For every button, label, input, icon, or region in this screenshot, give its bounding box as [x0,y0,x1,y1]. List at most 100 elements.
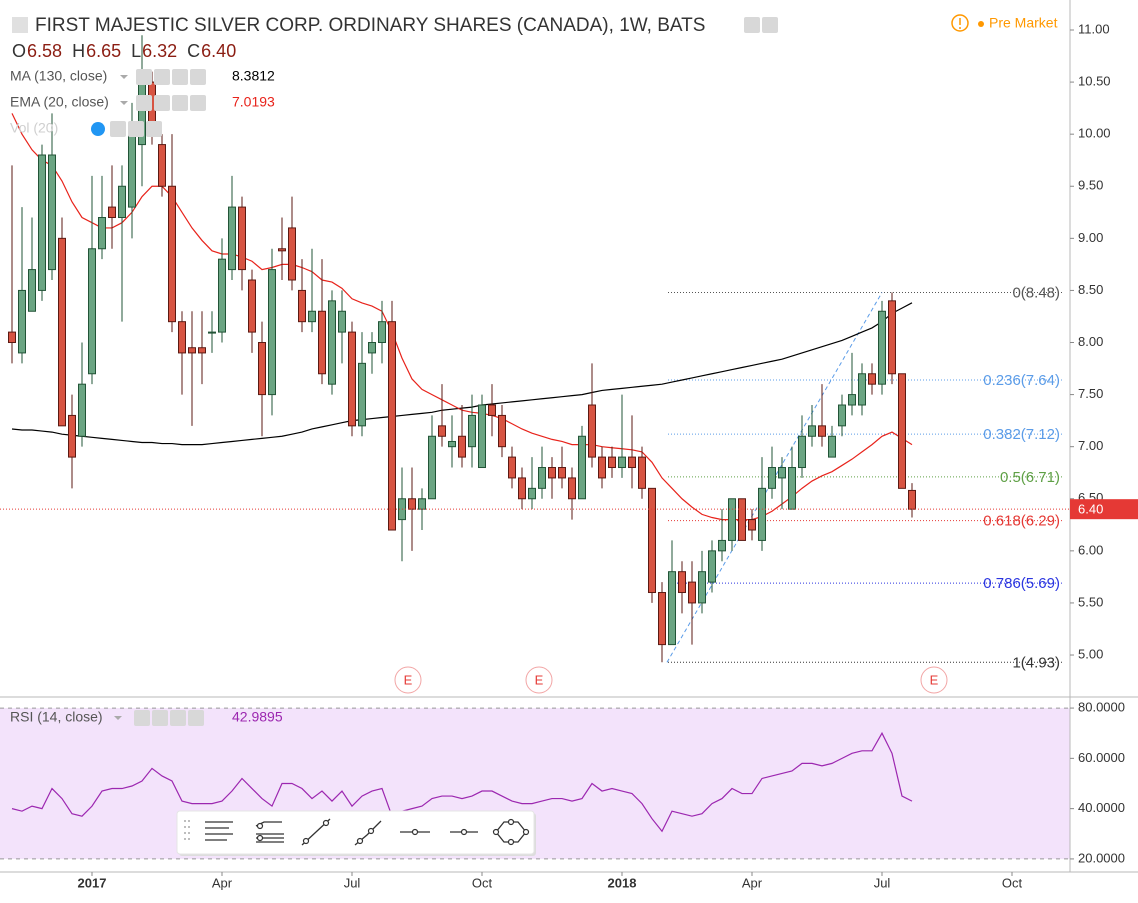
candle-body [578,435,586,500]
candle-body [738,498,746,541]
x-tick-label: Jul [874,875,891,890]
y-tick-label: 9.00 [1078,230,1103,245]
candle-body [608,456,616,469]
last-price-label: 6.40 [1078,502,1103,517]
candle-body [688,581,696,604]
legend-value: 7.0193 [232,94,275,110]
candle-body [568,477,576,500]
candle-body [788,467,796,510]
title-icon [744,17,760,33]
candle-body [598,456,606,479]
candle-body [458,435,466,458]
candle-body [28,269,36,312]
rsi-line [11,731,913,833]
legend-caret [120,75,128,79]
legend-icon [188,710,204,726]
ohlc-value: 6.65 [86,41,121,61]
candle-body [518,477,526,500]
toolbar-handle [367,827,375,835]
candle-body [728,498,736,541]
toolbar-handle [507,838,515,846]
status-icon [951,14,969,32]
ohlc-key: H [72,41,85,61]
title-icon [762,17,778,33]
x-tick-label: Oct [1002,875,1023,890]
legend-icon [190,95,206,111]
candle-body [508,456,516,479]
legend-name: MA (130, close) [10,68,107,84]
x-tick-label: Apr [212,875,233,890]
legend-value: 8.3812 [232,68,275,84]
candle-body [328,300,336,385]
candle-body [588,404,596,458]
candle-body [278,248,286,252]
candle-body [828,435,836,458]
y-tick-label: 6.00 [1078,542,1103,557]
y-tick-label: 11.00 [1078,21,1110,36]
fib-label: 0.382(7.12) [983,426,1060,443]
grip-dot [184,832,186,834]
toolbar-handle [522,828,530,836]
candle-body [618,456,626,469]
candle-body [558,467,566,479]
status-label: Pre Market [989,15,1058,31]
legend-icon [170,710,186,726]
x-tick-label: 2018 [608,875,637,890]
candle-body [208,331,216,334]
y-tick-label: 10.00 [1078,126,1111,141]
candle-body [288,227,296,281]
grip-dot [184,838,186,840]
fib-label: 1(4.93) [1012,654,1060,671]
legend-icon [128,121,144,137]
candle-body [538,467,546,489]
y-tick-label: 7.00 [1078,438,1103,453]
candle-body [418,498,426,510]
toolbar-handle [411,828,419,836]
fib-label: 0.5(6.71) [1000,469,1060,486]
earnings-marker [525,666,553,694]
earnings-marker [920,666,948,694]
grip-dot [184,826,186,828]
toolbar-handle [492,828,500,836]
candle-body [468,414,476,448]
fib-label: 0.786(5.69) [983,575,1060,592]
candle-body [908,489,916,510]
x-tick-label: 2017 [78,875,107,890]
grip-dot [188,838,190,840]
candle-body [268,269,276,396]
candle-body [758,487,766,541]
legend-icon [134,710,150,726]
ohlc-key: C [187,41,200,61]
toolbar-handle [460,828,468,836]
toolbar-handle [507,818,515,826]
toolbar-handle [256,834,264,842]
collapse-icon [12,17,28,33]
candle-body [838,404,846,427]
candle-body [478,404,486,469]
legend-icon [136,69,152,85]
ohlc-value: 6.58 [27,41,62,61]
candle-body [678,571,686,594]
toolbar [176,810,535,855]
candle-body [8,331,16,344]
candle-body [528,487,536,500]
legend-icon [110,121,126,137]
fib-label: 0.236(7.64) [983,372,1060,389]
y-tick-label: 40.0000 [1078,800,1125,815]
candle-body [628,456,636,469]
volume-label: Vol (20) [10,120,58,136]
candle-body [158,144,166,187]
candle-body [448,440,456,448]
grip-dot [184,820,186,822]
x-tick-label: Apr [742,875,763,890]
candle-body [188,347,196,354]
candle-body [108,206,116,219]
chart-title: FIRST MAJESTIC SILVER CORP. ORDINARY SHA… [35,15,705,36]
candle-body [858,373,866,406]
x-tick-label: Jul [344,875,361,890]
candle-body [78,383,86,437]
candle-body [808,425,816,437]
y-tick-label: 7.50 [1078,386,1103,401]
y-tick-label: 60.0000 [1078,750,1125,765]
